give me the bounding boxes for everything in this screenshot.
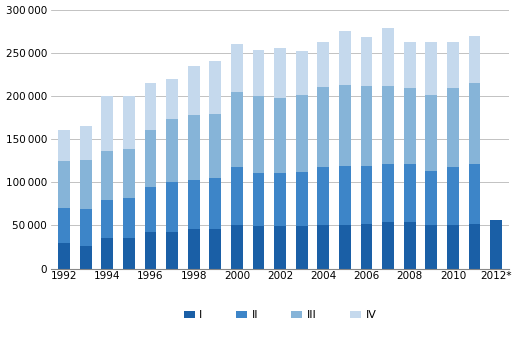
Bar bbox=[361, 224, 373, 269]
Bar bbox=[447, 88, 459, 167]
Bar bbox=[274, 226, 286, 269]
Bar bbox=[339, 85, 351, 166]
Bar bbox=[361, 37, 373, 86]
Bar bbox=[274, 173, 286, 226]
Bar bbox=[296, 95, 308, 172]
Bar bbox=[317, 87, 329, 167]
Bar bbox=[447, 42, 459, 88]
Bar bbox=[447, 225, 459, 269]
Bar bbox=[274, 49, 286, 98]
Bar bbox=[253, 50, 264, 96]
Bar bbox=[426, 42, 437, 95]
Bar bbox=[123, 198, 135, 237]
Bar bbox=[339, 166, 351, 225]
Bar bbox=[296, 172, 308, 226]
Bar bbox=[382, 28, 394, 86]
Bar bbox=[58, 130, 70, 161]
Bar bbox=[361, 86, 373, 166]
Bar bbox=[80, 209, 91, 246]
Bar bbox=[188, 229, 200, 269]
Bar bbox=[166, 79, 178, 119]
Bar bbox=[209, 114, 221, 178]
Bar bbox=[58, 208, 70, 243]
Bar bbox=[490, 220, 502, 269]
Bar bbox=[253, 173, 264, 226]
Bar bbox=[382, 86, 394, 164]
Bar bbox=[101, 96, 113, 151]
Bar bbox=[101, 238, 113, 269]
Bar bbox=[404, 222, 416, 269]
Bar bbox=[144, 187, 156, 232]
Bar bbox=[123, 96, 135, 149]
Bar bbox=[361, 166, 373, 224]
Bar bbox=[80, 246, 91, 269]
Legend: I, II, III, IV: I, II, III, IV bbox=[184, 310, 376, 320]
Bar bbox=[296, 226, 308, 269]
Bar bbox=[123, 149, 135, 198]
Bar bbox=[80, 126, 91, 160]
Bar bbox=[404, 42, 416, 88]
Bar bbox=[209, 178, 221, 229]
Bar bbox=[317, 225, 329, 269]
Bar bbox=[447, 167, 459, 225]
Bar bbox=[469, 164, 481, 224]
Bar bbox=[404, 164, 416, 222]
Bar bbox=[339, 225, 351, 269]
Bar bbox=[317, 42, 329, 87]
Bar bbox=[80, 160, 91, 209]
Bar bbox=[166, 232, 178, 269]
Bar bbox=[101, 201, 113, 238]
Bar bbox=[144, 130, 156, 187]
Bar bbox=[231, 225, 243, 269]
Bar bbox=[209, 229, 221, 269]
Bar bbox=[382, 164, 394, 222]
Bar bbox=[253, 96, 264, 173]
Bar bbox=[231, 92, 243, 167]
Bar bbox=[426, 95, 437, 171]
Bar bbox=[166, 182, 178, 232]
Bar bbox=[209, 61, 221, 114]
Bar bbox=[188, 180, 200, 229]
Bar bbox=[231, 44, 243, 92]
Bar bbox=[144, 232, 156, 269]
Bar bbox=[296, 51, 308, 95]
Bar bbox=[123, 237, 135, 269]
Bar bbox=[404, 88, 416, 164]
Bar bbox=[382, 222, 394, 269]
Bar bbox=[188, 66, 200, 115]
Bar bbox=[231, 167, 243, 225]
Bar bbox=[339, 31, 351, 85]
Bar bbox=[426, 225, 437, 269]
Bar bbox=[469, 36, 481, 83]
Bar bbox=[58, 243, 70, 269]
Bar bbox=[144, 83, 156, 130]
Bar bbox=[317, 167, 329, 225]
Bar bbox=[58, 161, 70, 208]
Bar bbox=[253, 226, 264, 269]
Bar bbox=[469, 83, 481, 164]
Bar bbox=[166, 119, 178, 182]
Bar bbox=[188, 115, 200, 180]
Bar bbox=[426, 171, 437, 225]
Bar bbox=[274, 98, 286, 173]
Bar bbox=[469, 224, 481, 269]
Bar bbox=[101, 151, 113, 201]
